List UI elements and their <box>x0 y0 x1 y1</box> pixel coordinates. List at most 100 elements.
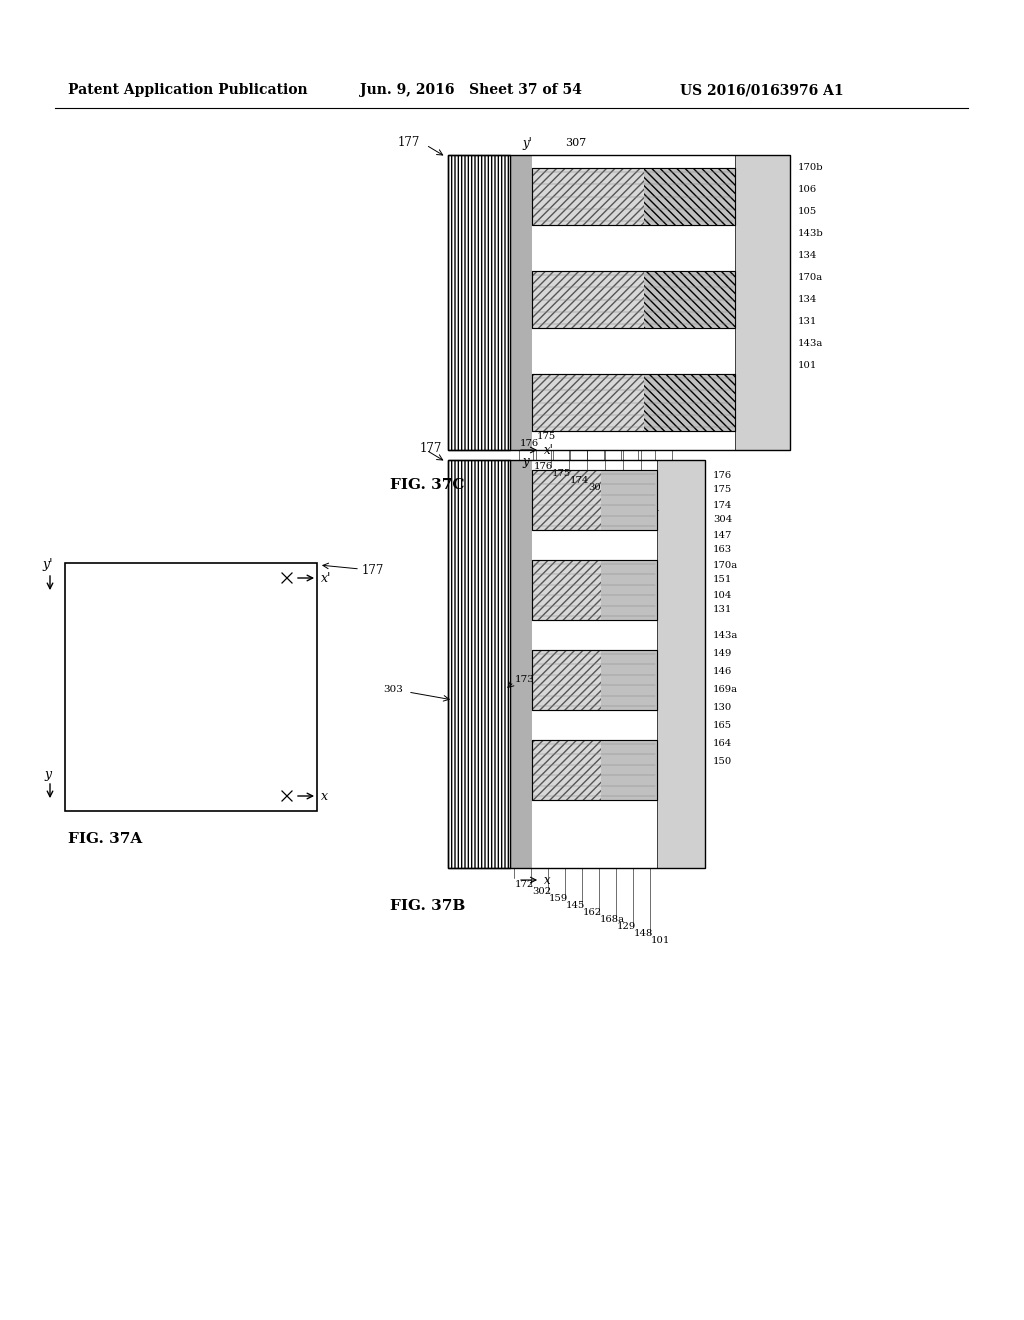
Text: 170b: 170b <box>798 162 823 172</box>
Text: 134: 134 <box>798 294 817 304</box>
Text: 172: 172 <box>515 880 535 888</box>
Text: 170a: 170a <box>798 272 823 281</box>
Bar <box>601 560 657 620</box>
Bar <box>532 374 735 432</box>
Bar <box>449 154 510 450</box>
Text: 101: 101 <box>651 936 671 945</box>
Text: 176: 176 <box>534 462 553 471</box>
Text: 177: 177 <box>420 441 442 454</box>
Bar <box>449 154 510 450</box>
Text: 148: 148 <box>634 929 653 939</box>
Text: 143b: 143b <box>798 228 823 238</box>
Text: 147: 147 <box>588 411 607 420</box>
Bar <box>532 649 657 710</box>
Text: 147: 147 <box>713 531 732 540</box>
Text: 177: 177 <box>397 136 420 149</box>
Bar <box>532 741 657 800</box>
Text: 175: 175 <box>552 469 571 478</box>
Text: 104: 104 <box>713 590 732 599</box>
Text: US 2016/0163976 A1: US 2016/0163976 A1 <box>680 83 844 96</box>
Text: 176: 176 <box>713 470 732 479</box>
Bar <box>532 741 657 800</box>
Text: 131: 131 <box>673 376 692 385</box>
Text: 164: 164 <box>713 738 732 747</box>
Bar <box>532 168 735 224</box>
Text: 170a: 170a <box>622 397 647 407</box>
Text: 174: 174 <box>713 500 732 510</box>
Bar <box>644 374 735 432</box>
Text: FIG. 37A: FIG. 37A <box>68 832 142 846</box>
Bar <box>449 154 790 450</box>
Bar <box>449 459 510 869</box>
Text: 162: 162 <box>583 908 602 917</box>
Bar <box>532 470 657 531</box>
Text: Patent Application Publication: Patent Application Publication <box>68 83 307 96</box>
Bar <box>532 560 657 620</box>
Text: FIG. 37B: FIG. 37B <box>390 899 465 913</box>
Bar <box>532 271 735 327</box>
Bar <box>449 459 705 869</box>
Bar <box>510 459 532 869</box>
Bar <box>735 154 790 450</box>
Text: 129: 129 <box>617 921 636 931</box>
Text: 145: 145 <box>566 902 586 909</box>
Text: 302: 302 <box>532 887 551 896</box>
Text: 304: 304 <box>571 418 590 426</box>
Bar <box>532 168 735 224</box>
Text: 149: 149 <box>713 648 732 657</box>
Bar <box>601 741 657 800</box>
Text: x': x' <box>544 444 554 457</box>
Text: x: x <box>321 789 328 803</box>
Text: 104: 104 <box>656 383 676 392</box>
Bar <box>532 649 657 710</box>
Bar <box>449 459 705 869</box>
Text: 307: 307 <box>565 139 587 148</box>
Text: 165: 165 <box>713 721 732 730</box>
Bar <box>449 459 510 869</box>
Text: 170a: 170a <box>713 561 738 569</box>
Text: 143a: 143a <box>798 338 823 347</box>
Bar <box>644 271 735 327</box>
Text: 175: 175 <box>713 486 732 495</box>
Text: y: y <box>44 768 51 781</box>
Text: 303: 303 <box>383 685 403 694</box>
Text: 104: 104 <box>624 498 643 506</box>
Text: 175: 175 <box>537 432 556 441</box>
Text: FIG. 37C: FIG. 37C <box>390 478 465 492</box>
Text: y: y <box>522 455 528 469</box>
Text: 163: 163 <box>713 545 732 554</box>
Text: 131: 131 <box>798 317 817 326</box>
Text: Jun. 9, 2016   Sheet 37 of 54: Jun. 9, 2016 Sheet 37 of 54 <box>360 83 582 96</box>
Text: 143a: 143a <box>713 631 738 639</box>
Text: 151: 151 <box>639 389 658 399</box>
Text: 131: 131 <box>713 606 732 615</box>
Bar <box>657 459 705 869</box>
Text: 304: 304 <box>588 483 607 492</box>
Bar <box>532 560 657 620</box>
Text: 150: 150 <box>713 756 732 766</box>
Bar <box>449 154 790 450</box>
Text: 168a: 168a <box>600 915 625 924</box>
Bar <box>532 154 735 450</box>
Bar <box>601 470 657 531</box>
Bar <box>510 154 532 450</box>
Bar <box>65 564 317 810</box>
Bar <box>532 470 657 531</box>
Text: 101: 101 <box>798 360 817 370</box>
Text: 174: 174 <box>570 477 590 484</box>
Text: 177: 177 <box>362 565 384 578</box>
Bar <box>644 168 735 224</box>
Bar <box>532 271 735 327</box>
Text: 105: 105 <box>798 206 817 215</box>
Text: 106: 106 <box>798 185 817 194</box>
Bar <box>532 374 735 432</box>
Bar <box>532 459 657 869</box>
Text: 146: 146 <box>713 667 732 676</box>
Text: 151: 151 <box>713 576 732 585</box>
Text: 174: 174 <box>554 425 573 434</box>
Text: x': x' <box>321 572 332 585</box>
Text: 101: 101 <box>642 504 662 513</box>
Text: 130: 130 <box>713 702 732 711</box>
Text: 159: 159 <box>549 894 568 903</box>
Text: 163: 163 <box>606 490 625 499</box>
